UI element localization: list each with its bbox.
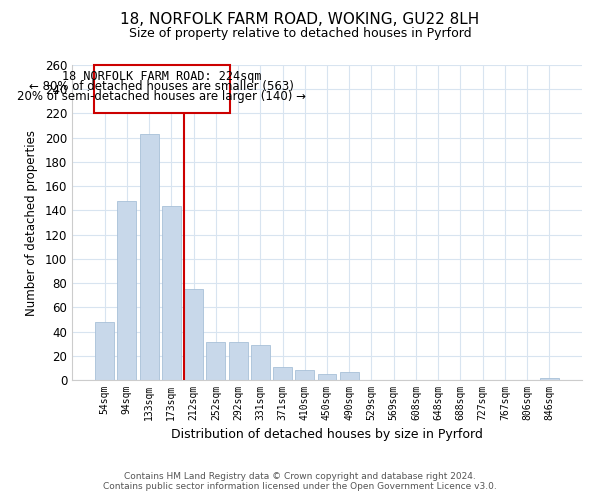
- Bar: [206, 342, 225, 380]
- Bar: [540, 378, 559, 380]
- Bar: [162, 206, 181, 380]
- Bar: [229, 342, 248, 380]
- Bar: [273, 366, 292, 380]
- Bar: [95, 322, 114, 380]
- Text: 20% of semi-detached houses are larger (140) →: 20% of semi-detached houses are larger (…: [17, 90, 307, 104]
- Bar: [340, 372, 359, 380]
- Bar: [140, 134, 158, 380]
- Text: Size of property relative to detached houses in Pyrford: Size of property relative to detached ho…: [128, 28, 472, 40]
- Bar: [317, 374, 337, 380]
- FancyBboxPatch shape: [94, 65, 230, 114]
- Text: ← 80% of detached houses are smaller (563): ← 80% of detached houses are smaller (56…: [29, 80, 295, 92]
- Text: Contains HM Land Registry data © Crown copyright and database right 2024.: Contains HM Land Registry data © Crown c…: [124, 472, 476, 481]
- X-axis label: Distribution of detached houses by size in Pyrford: Distribution of detached houses by size …: [171, 428, 483, 442]
- Text: 18 NORFOLK FARM ROAD: 224sqm: 18 NORFOLK FARM ROAD: 224sqm: [62, 70, 262, 83]
- Y-axis label: Number of detached properties: Number of detached properties: [25, 130, 38, 316]
- Text: Contains public sector information licensed under the Open Government Licence v3: Contains public sector information licen…: [103, 482, 497, 491]
- Bar: [295, 370, 314, 380]
- Bar: [251, 345, 270, 380]
- Bar: [118, 200, 136, 380]
- Text: 18, NORFOLK FARM ROAD, WOKING, GU22 8LH: 18, NORFOLK FARM ROAD, WOKING, GU22 8LH: [121, 12, 479, 28]
- Bar: [184, 289, 203, 380]
